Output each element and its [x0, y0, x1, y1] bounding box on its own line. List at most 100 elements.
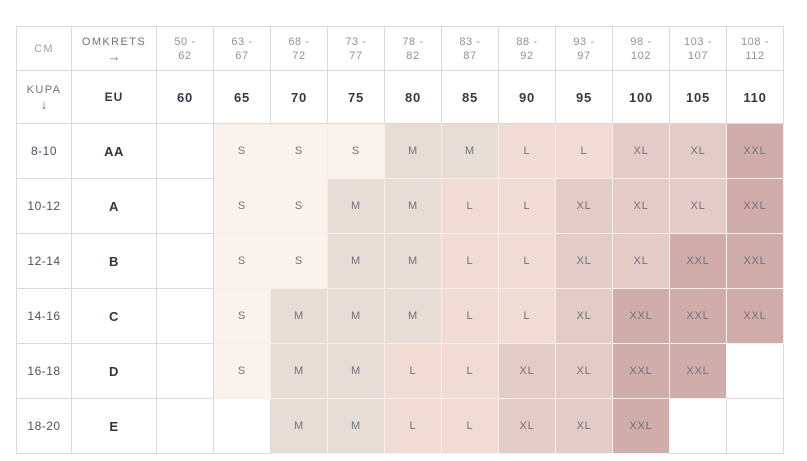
size-cell: M [271, 289, 328, 344]
size-cell: XL [613, 234, 670, 289]
size-cell: XXL [727, 179, 784, 234]
size-cell: L [442, 234, 499, 289]
size-cell: XXL [727, 289, 784, 344]
empty-size-cell [727, 344, 784, 399]
size-cell: XXL [670, 289, 727, 344]
size-cell: XXL [727, 124, 784, 179]
cup-range-label: 10-12 [17, 179, 72, 234]
cup-letter-label: AA [72, 124, 157, 179]
size-cell: L [442, 399, 499, 454]
empty-size-cell [157, 344, 214, 399]
size-cell: M [442, 124, 499, 179]
size-cell: XL [556, 289, 613, 344]
table-row: 16-18 D S M M L L XL XL XXL XXL [17, 344, 784, 399]
cm-range-header: 93 - 97 [556, 27, 613, 71]
arrow-down-icon: ↓ [40, 97, 48, 112]
cup-letter-label: A [72, 179, 157, 234]
size-cell: XXL [727, 234, 784, 289]
size-cell: M [328, 179, 385, 234]
size-cell: XL [556, 344, 613, 399]
size-cell: XXL [613, 289, 670, 344]
size-cell: M [271, 399, 328, 454]
empty-size-cell [670, 399, 727, 454]
size-cell: M [385, 289, 442, 344]
eu-value-header: 105 [670, 71, 727, 124]
empty-size-cell [157, 234, 214, 289]
size-cell: S [271, 179, 328, 234]
omkrets-label: OMKRETS [81, 35, 147, 48]
size-cell: M [328, 234, 385, 289]
cm-range-header: 73 - 77 [328, 27, 385, 71]
size-cell: L [442, 179, 499, 234]
eu-value-header: 90 [499, 71, 556, 124]
size-cell: XL [556, 234, 613, 289]
size-cell: L [442, 289, 499, 344]
size-cell: XL [670, 179, 727, 234]
empty-size-cell [157, 399, 214, 454]
eu-value-header: 60 [157, 71, 214, 124]
table-row: 10-12 A S S M M L L XL XL XL XXL [17, 179, 784, 234]
eu-value-header: 70 [271, 71, 328, 124]
size-cell: L [499, 234, 556, 289]
size-cell: S [214, 234, 271, 289]
empty-size-cell [157, 289, 214, 344]
size-cell: S [214, 344, 271, 399]
size-cell: S [214, 124, 271, 179]
cm-range-header: 50 - 62 [157, 27, 214, 71]
cup-range-label: 14-16 [17, 289, 72, 344]
size-cell: XL [499, 399, 556, 454]
size-cell: XL [670, 124, 727, 179]
size-cell: S [328, 124, 385, 179]
size-cell: L [385, 399, 442, 454]
header-row-cm-ranges: CM OMKRETS → 50 - 62 63 - 67 68 - 72 73 - 7… [17, 27, 784, 71]
size-cell: XXL [670, 234, 727, 289]
eu-value-header: 100 [613, 71, 670, 124]
size-cell: L [499, 179, 556, 234]
cm-range-header: 98 - 102 [613, 27, 670, 71]
table-row: 12-14 B S S M M L L XL XL XXL XXL [17, 234, 784, 289]
empty-size-cell [727, 399, 784, 454]
cm-range-header: 83 - 87 [442, 27, 499, 71]
size-cell: M [328, 399, 385, 454]
arrow-right-icon: → [107, 48, 121, 64]
kupa-label: KUPA [26, 84, 62, 96]
omkrets-header: OMKRETS → [72, 27, 157, 71]
eu-value-header: 80 [385, 71, 442, 124]
kupa-header: KUPA ↓ [17, 71, 72, 124]
eu-value-header: 85 [442, 71, 499, 124]
size-cell: S [214, 289, 271, 344]
eu-value-header: 75 [328, 71, 385, 124]
size-chart-table: CM OMKRETS → 50 - 62 63 - 67 68 - 72 73 - 7… [16, 26, 784, 454]
cup-letter-label: C [72, 289, 157, 344]
size-cell: XXL [613, 344, 670, 399]
size-cell: XXL [670, 344, 727, 399]
size-cell: M [385, 234, 442, 289]
size-cell: L [499, 289, 556, 344]
size-cell: M [271, 344, 328, 399]
size-cell: L [499, 124, 556, 179]
size-cell: L [385, 344, 442, 399]
empty-size-cell [214, 399, 271, 454]
size-cell: M [385, 124, 442, 179]
eu-unit-label: EU [72, 71, 157, 124]
size-cell: M [328, 344, 385, 399]
cup-letter-label: E [72, 399, 157, 454]
size-cell: XL [613, 124, 670, 179]
size-cell: XL [556, 179, 613, 234]
eu-value-header: 95 [556, 71, 613, 124]
cup-range-label: 18-20 [17, 399, 72, 454]
header-row-eu-values: KUPA ↓ EU 60 65 70 75 80 85 90 95 100 105 110 [17, 71, 784, 124]
size-cell: L [442, 344, 499, 399]
empty-size-cell [157, 179, 214, 234]
empty-size-cell [157, 124, 214, 179]
cm-range-header: 78 - 82 [385, 27, 442, 71]
cm-range-header: 103 - 107 [670, 27, 727, 71]
size-cell: XL [556, 399, 613, 454]
cm-unit-label: CM [17, 27, 72, 71]
cm-range-header: 63 - 67 [214, 27, 271, 71]
size-chart-body: 8-10 AA S S S M M L L XL XL XXL 10-12 A S S M M L L XL XL XL XX… [17, 124, 784, 454]
cup-range-label: 16-18 [17, 344, 72, 399]
table-row: 8-10 AA S S S M M L L XL XL XXL [17, 124, 784, 179]
cm-range-header: 68 - 72 [271, 27, 328, 71]
